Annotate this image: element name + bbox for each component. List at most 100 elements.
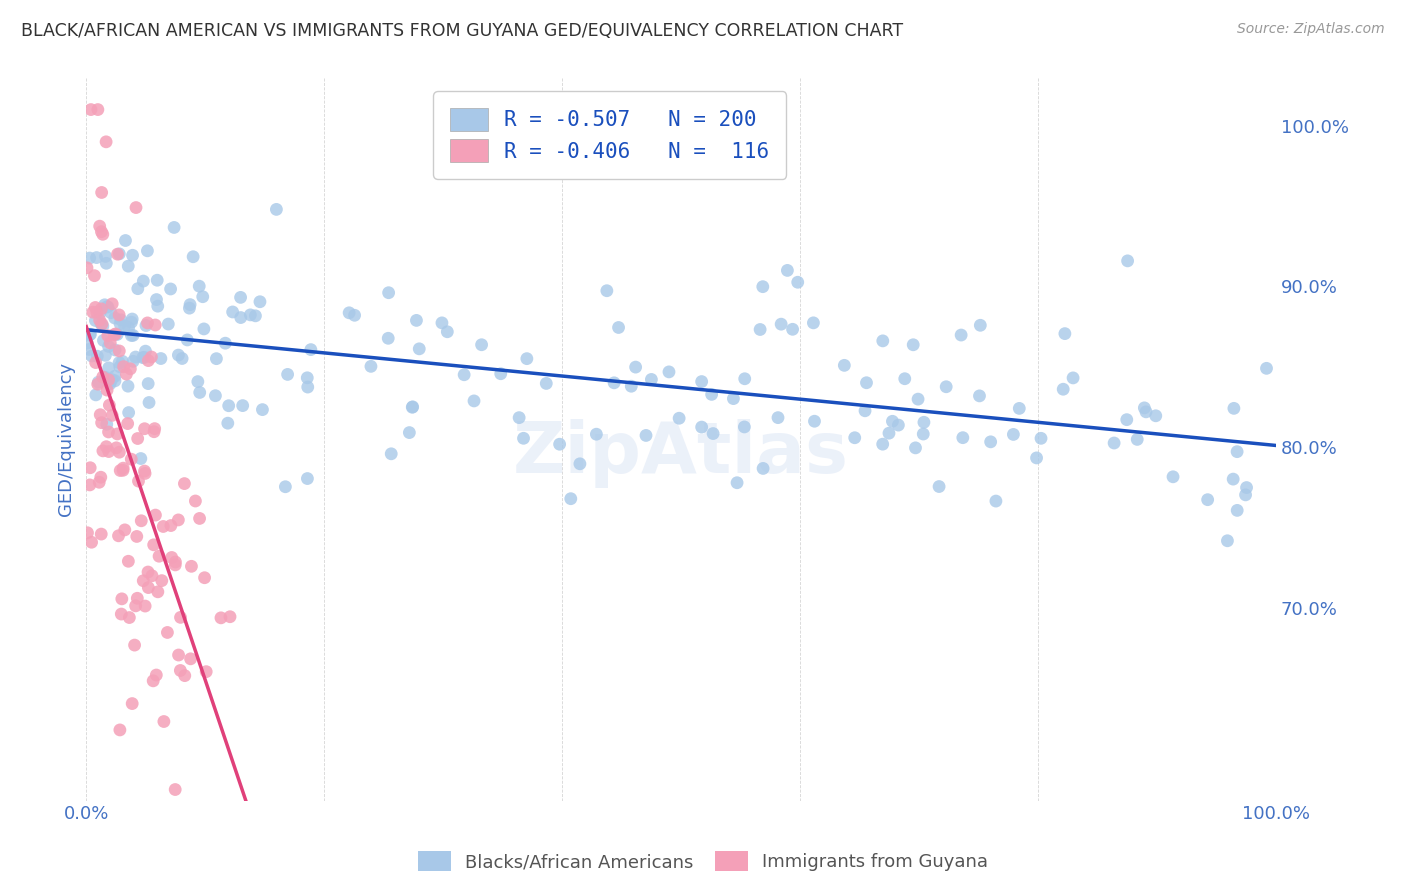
- Point: [297, 371, 319, 385]
- Point: [91, 227, 114, 242]
- Point: [834, 359, 856, 373]
- Point: [207, 842, 229, 856]
- Point: [167, 513, 190, 527]
- Point: [145, 293, 167, 307]
- Point: [108, 445, 131, 459]
- Point: [138, 581, 160, 595]
- Point: [93, 298, 115, 312]
- Point: [124, 599, 146, 613]
- Point: [117, 417, 139, 431]
- Point: [82, 305, 104, 319]
- Point: [87, 375, 110, 389]
- Point: [97, 339, 120, 353]
- Point: [167, 648, 190, 662]
- Point: [125, 529, 148, 543]
- Point: [91, 443, 114, 458]
- Point: [134, 464, 156, 478]
- Point: [143, 422, 166, 436]
- Point: [239, 308, 262, 322]
- Point: [205, 351, 228, 366]
- Point: [277, 368, 299, 382]
- Point: [163, 220, 186, 235]
- Point: [103, 327, 125, 342]
- Point: [377, 285, 399, 300]
- Point: [297, 380, 319, 394]
- Point: [97, 360, 120, 375]
- Point: [343, 308, 366, 322]
- Point: [89, 408, 111, 422]
- Point: [104, 369, 127, 384]
- Point: [120, 328, 142, 343]
- Point: [903, 338, 925, 352]
- Point: [803, 414, 825, 428]
- Point: [188, 511, 211, 525]
- Point: [752, 279, 775, 293]
- Point: [786, 275, 808, 289]
- Point: [120, 361, 142, 376]
- Point: [1161, 470, 1184, 484]
- Point: [101, 297, 124, 311]
- Point: [1008, 401, 1031, 416]
- Point: [100, 373, 122, 387]
- Point: [112, 359, 135, 374]
- Point: [98, 335, 121, 350]
- Point: [169, 610, 191, 624]
- Point: [690, 420, 713, 434]
- Point: [195, 665, 218, 679]
- Point: [159, 282, 181, 296]
- Point: [136, 316, 159, 330]
- Point: [620, 379, 643, 393]
- Point: [224, 842, 246, 856]
- Point: [752, 461, 775, 475]
- Point: [969, 389, 991, 403]
- Point: [90, 225, 112, 239]
- Point: [877, 426, 900, 441]
- Point: [337, 306, 360, 320]
- Point: [193, 571, 215, 585]
- Point: [172, 351, 194, 366]
- Point: [187, 375, 209, 389]
- Point: [380, 447, 402, 461]
- Point: [96, 417, 118, 432]
- Text: ZipAtlas: ZipAtlas: [513, 419, 849, 488]
- Point: [124, 638, 146, 652]
- Point: [749, 322, 772, 336]
- Point: [105, 441, 128, 455]
- Point: [249, 294, 271, 309]
- Point: [634, 428, 657, 442]
- Point: [84, 313, 107, 327]
- Point: [112, 461, 135, 475]
- Point: [125, 201, 148, 215]
- Point: [1102, 436, 1125, 450]
- Point: [108, 247, 131, 261]
- Point: [297, 471, 319, 485]
- Point: [94, 249, 117, 263]
- Point: [401, 400, 423, 414]
- Point: [146, 273, 169, 287]
- Point: [127, 591, 149, 606]
- Point: [453, 368, 475, 382]
- Point: [96, 300, 118, 314]
- Point: [360, 359, 382, 374]
- Point: [105, 426, 128, 441]
- Point: [134, 467, 156, 481]
- Point: [229, 290, 252, 304]
- Point: [146, 299, 169, 313]
- Point: [733, 420, 755, 434]
- Point: [107, 247, 129, 261]
- Point: [658, 365, 681, 379]
- Point: [229, 310, 252, 325]
- Point: [935, 380, 957, 394]
- Point: [76, 336, 98, 351]
- Point: [101, 409, 124, 423]
- Point: [700, 387, 723, 401]
- Point: [90, 301, 112, 316]
- Point: [76, 260, 98, 275]
- Text: BLACK/AFRICAN AMERICAN VS IMMIGRANTS FROM GUYANA GED/EQUIVALENCY CORRELATION CHA: BLACK/AFRICAN AMERICAN VS IMMIGRANTS FRO…: [21, 22, 903, 40]
- Point: [157, 317, 180, 331]
- Point: [89, 475, 111, 490]
- Point: [122, 328, 145, 343]
- Point: [596, 284, 619, 298]
- Point: [1116, 253, 1139, 268]
- Legend: R = -0.507   N = 200, R = -0.406   N =  116: R = -0.507 N = 200, R = -0.406 N = 116: [433, 92, 786, 178]
